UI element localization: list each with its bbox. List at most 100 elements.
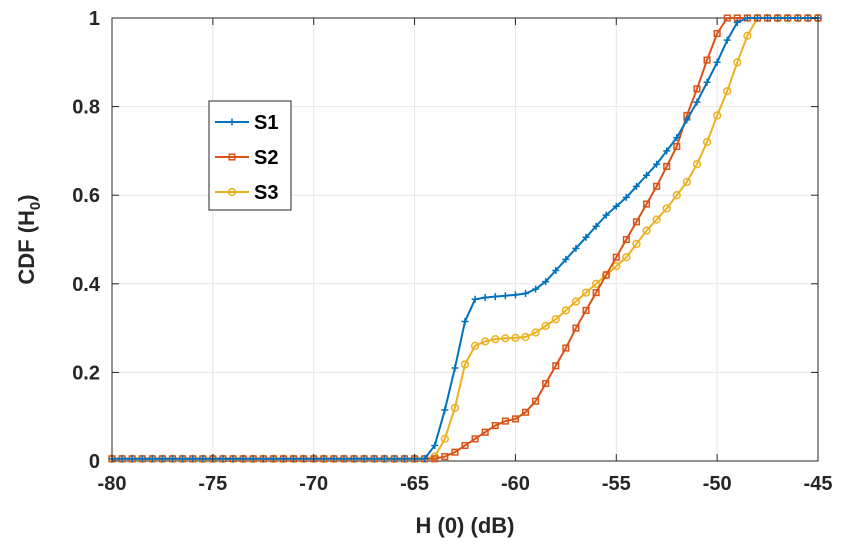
series-s1-point (390, 455, 398, 463)
series-s3-point (511, 333, 520, 342)
series-s2-point (451, 448, 459, 456)
series-s3-point (712, 111, 722, 120)
x-tick-label: -80 (98, 473, 127, 495)
series-s3-point (581, 288, 591, 297)
series-s1-point (441, 406, 449, 414)
x-tick-label: -75 (198, 473, 227, 495)
series-s1-point (259, 455, 267, 463)
y-tick-label: 0.6 (72, 185, 100, 207)
series-s2-point (713, 29, 721, 38)
series-s1-point (723, 36, 731, 44)
series-s1-point (532, 285, 540, 293)
series-s3-point (440, 434, 449, 444)
axis-ticks: -80 -75 -70 -65 -60 -55 -50 -45 0 0.2 0.4 0.6 0.8 1 (72, 8, 832, 495)
series-s2-point (471, 435, 479, 443)
series-s3-point (743, 31, 752, 40)
series-s1-point (421, 455, 429, 463)
series-s1-point (572, 244, 580, 252)
series-s1-point (380, 455, 388, 463)
series-s1-point (693, 98, 701, 106)
series-s2-point (511, 415, 519, 423)
series-s2-point (521, 408, 530, 416)
series-s1-point (451, 364, 459, 372)
series-s1-point (784, 14, 792, 22)
series-s1-point (138, 455, 146, 463)
series-s1-point (542, 278, 550, 286)
x-tick-label: -50 (703, 473, 732, 495)
series-s3-point (672, 191, 681, 200)
series-s3-point (470, 341, 480, 350)
series-s2-point (431, 455, 439, 463)
series-s1-point (128, 455, 136, 463)
series-s1-point (622, 193, 630, 201)
series-s1-point (219, 455, 227, 463)
series-s1-point (592, 222, 600, 230)
y-tick-label: 0 (89, 451, 100, 473)
series-s1-point (501, 292, 509, 300)
series-s2-point (622, 235, 630, 244)
legend-s3-label: S3 (254, 182, 278, 204)
series-s1-point (804, 14, 812, 22)
y-tick-label: 0.4 (72, 274, 101, 296)
series-s3-point (622, 253, 631, 262)
x-tick-label: -65 (400, 473, 429, 495)
series-s3-point (501, 334, 510, 343)
series-s2-point (572, 324, 580, 332)
series-s1-point (158, 455, 166, 463)
y-axis-label-main: CDF (H (14, 210, 39, 285)
series-s1-point (582, 233, 590, 241)
series-s1-point (290, 455, 298, 463)
series-s1-point (431, 441, 439, 449)
series-s3-point (652, 215, 661, 224)
series-s1-point (350, 455, 358, 463)
series-s3-point (591, 279, 601, 288)
series-s1-point (481, 294, 489, 302)
legend-s2-label: S2 (254, 147, 278, 169)
series-s3-point (491, 335, 500, 344)
series-s2-point (642, 200, 651, 208)
x-tick-label: -45 (804, 473, 833, 495)
series-s1-point (118, 455, 126, 463)
series-s3-point (692, 160, 702, 169)
series-s1-point (653, 160, 661, 168)
y-axis-label-close: ) (14, 194, 39, 201)
series-s1-point (179, 455, 187, 463)
series-s1-point (764, 14, 772, 22)
grid-lines (112, 18, 818, 461)
series-s1 (108, 14, 822, 463)
series-s1-point (148, 455, 156, 463)
series-s1-point (552, 267, 560, 275)
series-s3-point (521, 332, 530, 342)
series-s2-point (653, 182, 661, 190)
series-s1-point (330, 455, 338, 463)
series-s1-point (733, 18, 741, 26)
series-s3-point (481, 337, 490, 346)
series-s3-point (541, 321, 550, 331)
series-layer (107, 13, 823, 463)
series-s1-point (320, 455, 328, 463)
series-s1-point (169, 455, 177, 463)
series-s1-point (400, 455, 408, 463)
series-s1-point (340, 455, 348, 463)
series-s1-point (663, 147, 671, 155)
series-s2-point (663, 162, 671, 170)
series-s3-point (531, 328, 540, 337)
series-s3-point (551, 315, 560, 324)
series-s2-point (723, 14, 731, 22)
series-s1-point (300, 455, 308, 463)
legend-box (208, 100, 292, 211)
series-s1-point (743, 14, 751, 22)
x-axis-label: H (0) (dB) (416, 513, 515, 538)
series-s2-point (441, 453, 449, 461)
series-s1-point (279, 455, 287, 463)
y-axis-label-subscript: 0 (27, 202, 44, 210)
series-s1-point (269, 455, 277, 463)
series-s3-point (702, 137, 712, 147)
series-s1-point (774, 14, 782, 22)
legend-s3-marker (227, 187, 237, 197)
series-s3-point (612, 261, 621, 271)
series-s2-point (562, 344, 570, 352)
series-s1-point (673, 134, 681, 142)
